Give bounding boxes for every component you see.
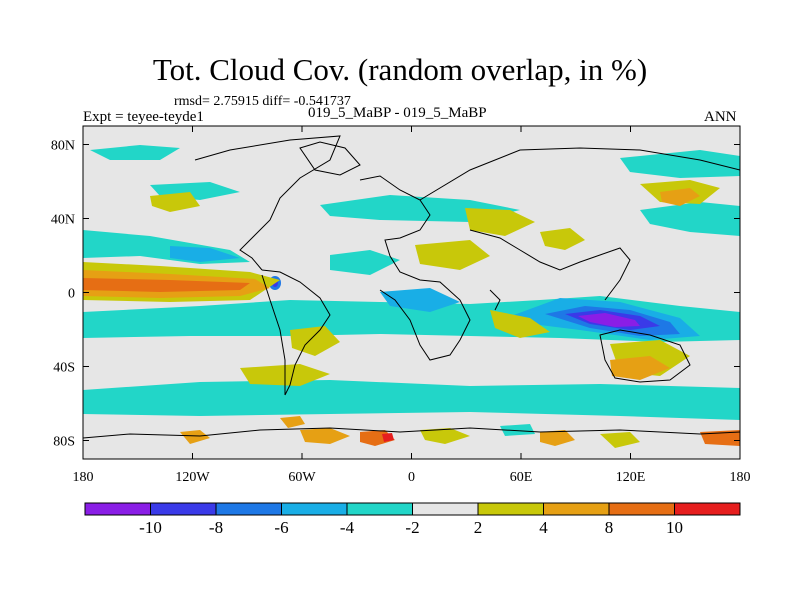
lat-tick-label: 40N <box>51 213 75 228</box>
longitude-axis: 180 120W 60W 0 60E 120E 180 <box>73 126 751 485</box>
colorbar-label: -6 <box>274 518 288 537</box>
continent-outline <box>599 329 691 383</box>
coastlines <box>83 135 740 439</box>
contour-band <box>90 145 180 160</box>
plot-title: Tot. Cloud Cov. (random overlap, in %) <box>152 52 648 87</box>
colorbar-label: 8 <box>605 518 614 537</box>
colorbar-swatch <box>346 502 413 516</box>
continent-outline <box>194 135 341 271</box>
contour-band <box>180 430 210 444</box>
colorbar-label: 10 <box>666 518 683 537</box>
colorbar-swatch <box>477 502 544 516</box>
continent-outline <box>359 175 471 361</box>
contour-band <box>280 416 305 428</box>
lon-tick-label: 0 <box>408 470 415 485</box>
colorbar-swatch <box>608 502 675 516</box>
colorbar-swatch <box>150 502 217 516</box>
contour-band <box>640 202 740 236</box>
colorbar-swatch <box>84 502 151 516</box>
colorbar: -10 -8 -6 -4 -2 2 4 8 10 <box>84 502 741 537</box>
continent-outline <box>489 289 501 311</box>
contour-band <box>540 228 585 250</box>
contour-band <box>415 240 490 270</box>
contour-band <box>620 150 740 178</box>
contour-band <box>420 428 470 444</box>
colorbar-label: -2 <box>405 518 419 537</box>
contour-band <box>500 424 535 436</box>
contour-band <box>150 192 200 212</box>
colorbar-swatch <box>412 502 479 516</box>
colorbar-swatch <box>281 502 348 516</box>
colorbar-label: 4 <box>539 518 548 537</box>
colorbar-swatch <box>543 502 610 516</box>
continent-outline <box>419 147 740 201</box>
contour-band <box>330 250 400 275</box>
continent-outline <box>469 229 631 301</box>
continent-outline <box>261 269 331 396</box>
season-label: ANN <box>704 109 737 125</box>
contour-band <box>610 356 670 380</box>
contour-band <box>660 188 700 206</box>
stats-text: rmsd= 2.75915 diff= -0.541737 <box>174 94 351 109</box>
continent-outline <box>299 141 361 176</box>
continent-outline <box>261 274 286 395</box>
continent-outline <box>83 427 740 439</box>
lat-tick-label: 80S <box>53 435 75 450</box>
lon-tick-label: 180 <box>730 470 751 485</box>
colorbar-swatch <box>215 502 282 516</box>
lon-tick-label: 120W <box>175 470 210 485</box>
lat-tick-label: 80N <box>51 139 75 154</box>
contour-band <box>83 380 740 420</box>
lon-tick-label: 120E <box>616 470 646 485</box>
colorbar-label: 2 <box>474 518 483 537</box>
experiment-label: Expt = teyee-teyde1 <box>83 109 204 125</box>
contour-field <box>83 126 740 459</box>
lat-tick-label: 0 <box>68 287 75 302</box>
case-label: 019_5_MaBP - 019_5_MaBP <box>308 105 487 121</box>
lat-tick-label: 40S <box>53 361 75 376</box>
colorbar-label: -10 <box>139 518 162 537</box>
lon-tick-label: 180 <box>73 470 94 485</box>
contour-band <box>540 430 575 446</box>
contour-band <box>578 313 640 327</box>
colorbar-label: -8 <box>209 518 223 537</box>
lon-tick-label: 60W <box>288 470 316 485</box>
colorbar-label: -4 <box>340 518 355 537</box>
contour-band <box>83 278 250 292</box>
contour-band <box>465 208 535 236</box>
contour-band <box>170 246 240 262</box>
contour-band <box>490 310 550 338</box>
contour-band <box>600 432 640 448</box>
contour-band <box>382 433 394 442</box>
lon-tick-label: 60E <box>510 470 533 485</box>
contour-band <box>300 428 350 444</box>
latitude-axis: 80N 40N 0 40S 80S <box>51 139 740 450</box>
colorbar-swatch <box>674 502 741 516</box>
contour-band <box>290 326 340 356</box>
